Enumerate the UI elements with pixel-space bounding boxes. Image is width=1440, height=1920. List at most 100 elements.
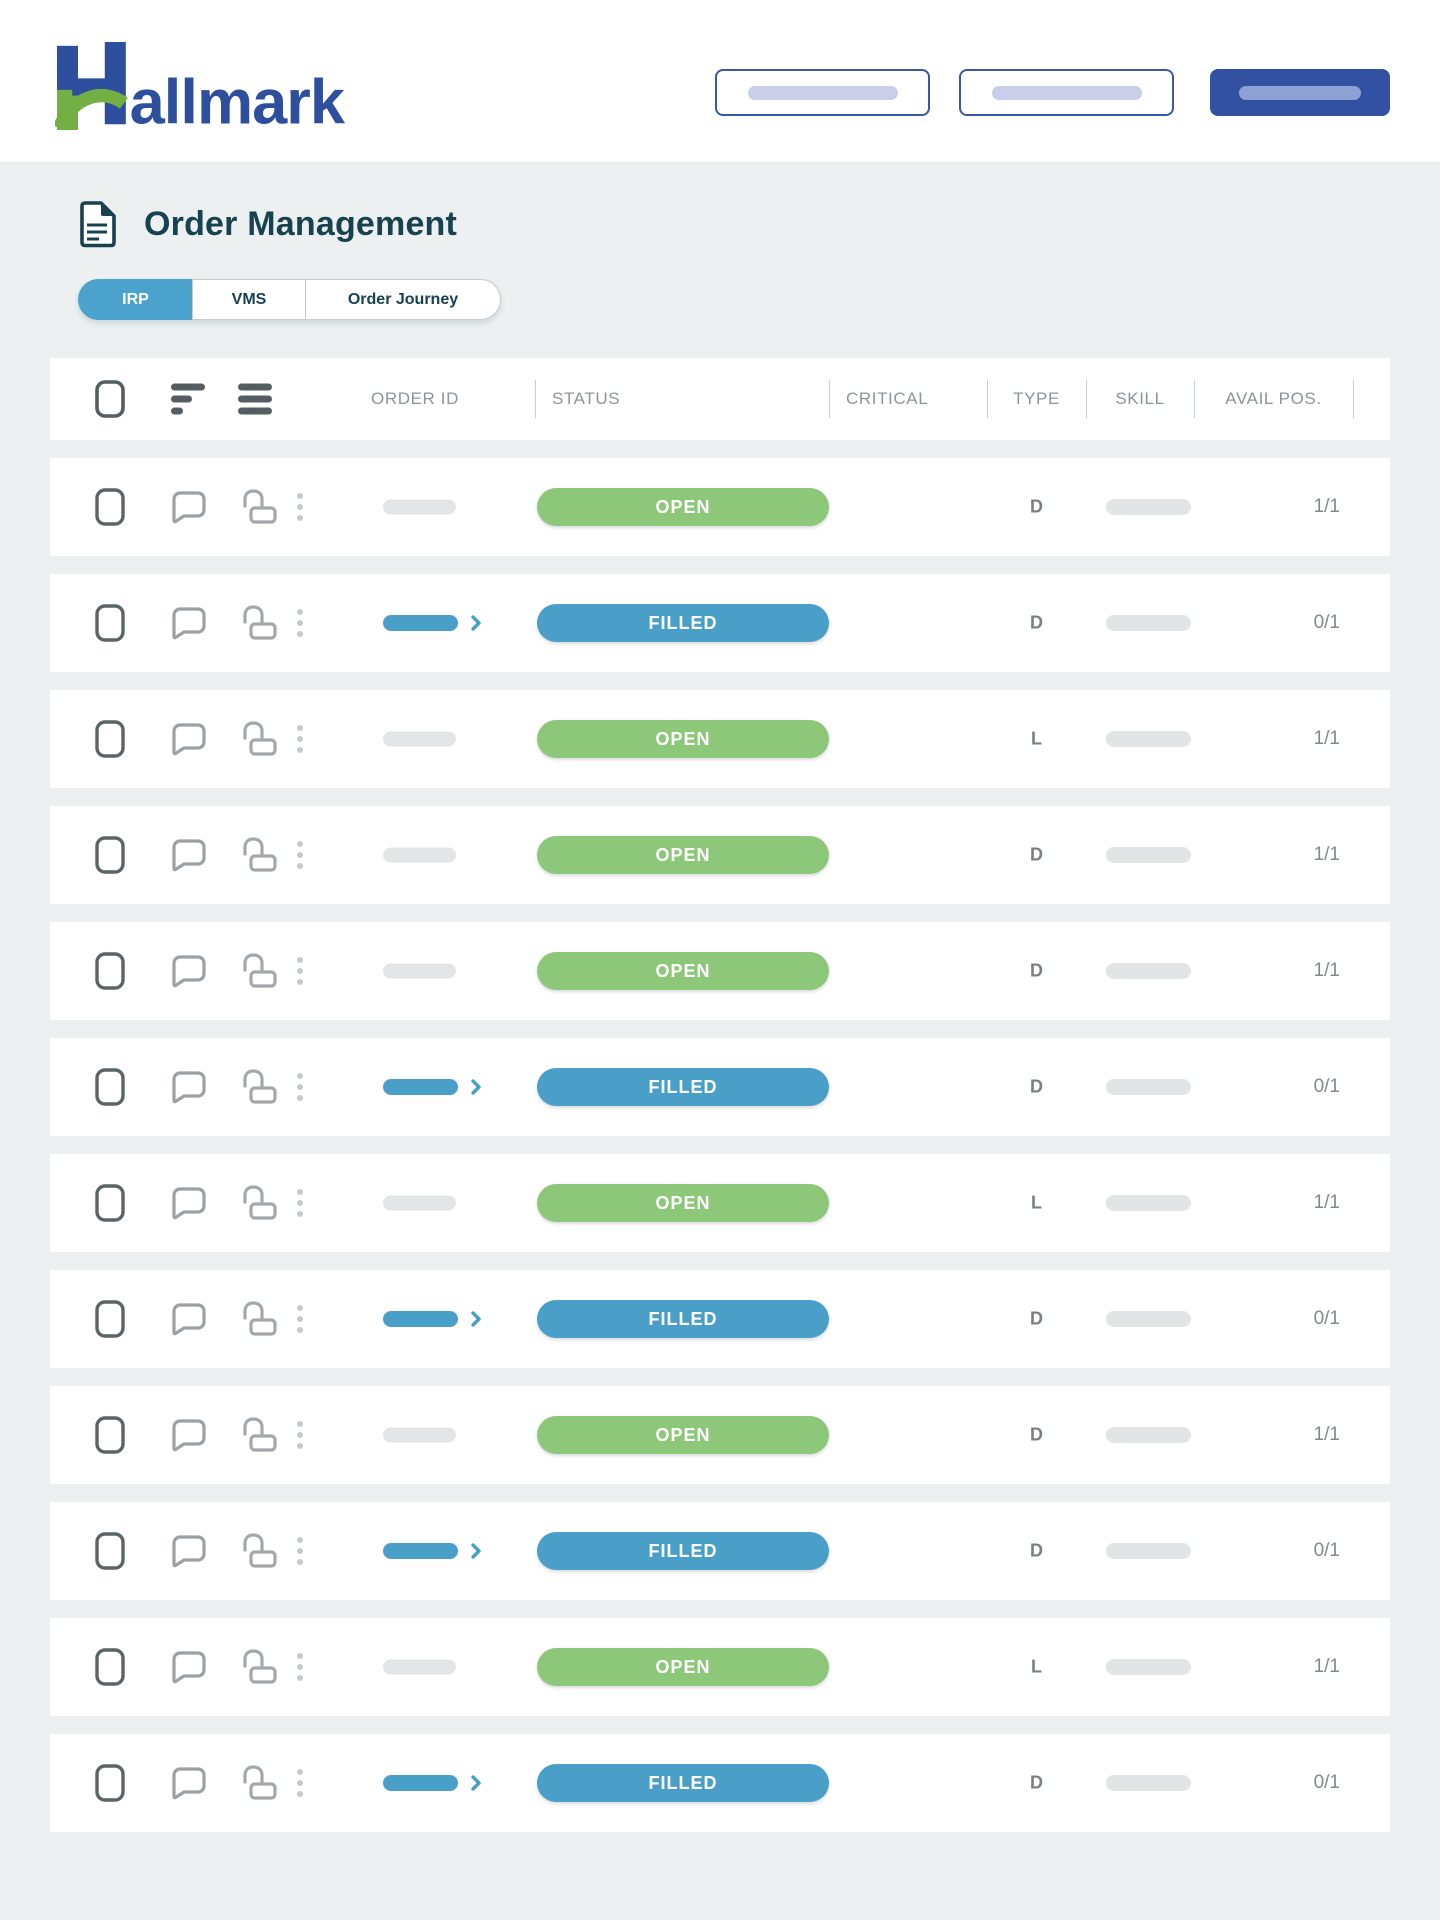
column-header-order-id[interactable]: ORDER ID <box>371 389 459 408</box>
menu-icon[interactable] <box>238 383 272 415</box>
table-row: OPEN D 1/1 <box>50 458 1390 556</box>
unlock-icon[interactable] <box>238 1185 278 1221</box>
nav-button-primary[interactable] <box>1210 69 1390 116</box>
table-row: OPEN D 1/1 <box>50 1386 1390 1484</box>
skill-placeholder <box>1106 1427 1191 1443</box>
skill-cell <box>1106 1775 1191 1791</box>
column-header-type[interactable]: TYPE <box>1013 389 1060 408</box>
page-title: Order Management <box>144 204 458 243</box>
skill-placeholder <box>1106 1659 1191 1675</box>
type-cell: L <box>1031 728 1042 749</box>
tab-irp[interactable]: IRP <box>78 279 193 320</box>
comment-icon[interactable] <box>171 1766 207 1800</box>
tab-order-journey[interactable]: Order Journey <box>305 279 501 320</box>
order-id-cell <box>383 1542 528 1560</box>
order-id-link[interactable] <box>383 615 458 631</box>
select-all-checkbox[interactable] <box>95 380 125 418</box>
skill-placeholder <box>1106 1311 1191 1327</box>
nav-button-2[interactable] <box>959 69 1174 116</box>
kebab-menu-icon[interactable] <box>296 724 304 754</box>
row-checkbox[interactable] <box>95 488 125 526</box>
status-badge: FILLED <box>537 604 829 642</box>
kebab-menu-icon[interactable] <box>296 840 304 870</box>
kebab-menu-icon[interactable] <box>296 1652 304 1682</box>
comment-icon[interactable] <box>171 838 207 872</box>
order-id-placeholder <box>383 1195 456 1211</box>
kebab-menu-icon[interactable] <box>296 1304 304 1334</box>
status-badge: OPEN <box>537 1184 829 1222</box>
order-id-link[interactable] <box>383 1775 458 1791</box>
table-row: OPEN L 1/1 <box>50 690 1390 788</box>
unlock-icon[interactable] <box>238 721 278 757</box>
avail-pos-cell: 0/1 <box>1313 612 1340 633</box>
tab-vms[interactable]: VMS <box>192 279 306 320</box>
kebab-menu-icon[interactable] <box>296 956 304 986</box>
column-header-critical[interactable]: CRITICAL <box>846 389 929 408</box>
top-bar: allmark <box>0 0 1440 163</box>
chevron-right-icon[interactable] <box>470 1774 482 1792</box>
unlock-icon[interactable] <box>238 605 278 641</box>
comment-icon[interactable] <box>171 1418 207 1452</box>
unlock-icon[interactable] <box>238 1533 278 1569</box>
table-row: OPEN D 1/1 <box>50 806 1390 904</box>
hallmark-wordmark: allmark <box>130 67 346 130</box>
kebab-menu-icon[interactable] <box>296 1536 304 1566</box>
column-header-status[interactable]: STATUS <box>552 389 621 408</box>
row-checkbox[interactable] <box>95 1764 125 1802</box>
kebab-menu-icon[interactable] <box>296 1420 304 1450</box>
kebab-menu-icon[interactable] <box>296 492 304 522</box>
comment-icon[interactable] <box>171 1302 207 1336</box>
row-checkbox[interactable] <box>95 1184 125 1222</box>
row-checkbox[interactable] <box>95 1416 125 1454</box>
column-header-avail-pos[interactable]: AVAIL POS. <box>1225 389 1322 408</box>
unlock-icon[interactable] <box>238 837 278 873</box>
chevron-right-icon[interactable] <box>470 614 482 632</box>
status-cell: OPEN <box>537 1648 829 1686</box>
table-row: FILLED D 0/1 <box>50 1038 1390 1136</box>
skill-cell <box>1106 963 1191 979</box>
nav-button-1[interactable] <box>715 69 930 116</box>
unlock-icon[interactable] <box>238 953 278 989</box>
row-checkbox[interactable] <box>95 1648 125 1686</box>
comment-icon[interactable] <box>171 1070 207 1104</box>
row-checkbox[interactable] <box>95 604 125 642</box>
unlock-icon[interactable] <box>238 489 278 525</box>
comment-icon[interactable] <box>171 722 207 756</box>
comment-icon[interactable] <box>171 1186 207 1220</box>
unlock-icon[interactable] <box>238 1069 278 1105</box>
status-cell: FILLED <box>537 1068 829 1106</box>
comment-icon[interactable] <box>171 954 207 988</box>
type-cell: D <box>1030 1076 1043 1097</box>
comment-icon[interactable] <box>171 606 207 640</box>
comment-icon[interactable] <box>171 1650 207 1684</box>
order-id-placeholder <box>383 731 456 747</box>
row-checkbox[interactable] <box>95 836 125 874</box>
row-checkbox[interactable] <box>95 1532 125 1570</box>
type-cell: L <box>1031 1192 1042 1213</box>
sort-icon[interactable] <box>171 383 205 415</box>
row-checkbox[interactable] <box>95 720 125 758</box>
kebab-menu-icon[interactable] <box>296 1188 304 1218</box>
order-id-cell <box>383 1427 528 1443</box>
unlock-icon[interactable] <box>238 1301 278 1337</box>
row-checkbox[interactable] <box>95 1300 125 1338</box>
order-id-link[interactable] <box>383 1543 458 1559</box>
chevron-right-icon[interactable] <box>470 1310 482 1328</box>
unlock-icon[interactable] <box>238 1765 278 1801</box>
order-id-link[interactable] <box>383 1311 458 1327</box>
comment-icon[interactable] <box>171 1534 207 1568</box>
skill-cell <box>1106 731 1191 747</box>
comment-icon[interactable] <box>171 490 207 524</box>
unlock-icon[interactable] <box>238 1649 278 1685</box>
order-id-link[interactable] <box>383 1079 458 1095</box>
kebab-menu-icon[interactable] <box>296 608 304 638</box>
row-checkbox[interactable] <box>95 1068 125 1106</box>
order-id-cell <box>383 847 528 863</box>
kebab-menu-icon[interactable] <box>296 1768 304 1798</box>
chevron-right-icon[interactable] <box>470 1542 482 1560</box>
column-header-skill[interactable]: SKILL <box>1115 389 1165 408</box>
kebab-menu-icon[interactable] <box>296 1072 304 1102</box>
unlock-icon[interactable] <box>238 1417 278 1453</box>
chevron-right-icon[interactable] <box>470 1078 482 1096</box>
row-checkbox[interactable] <box>95 952 125 990</box>
